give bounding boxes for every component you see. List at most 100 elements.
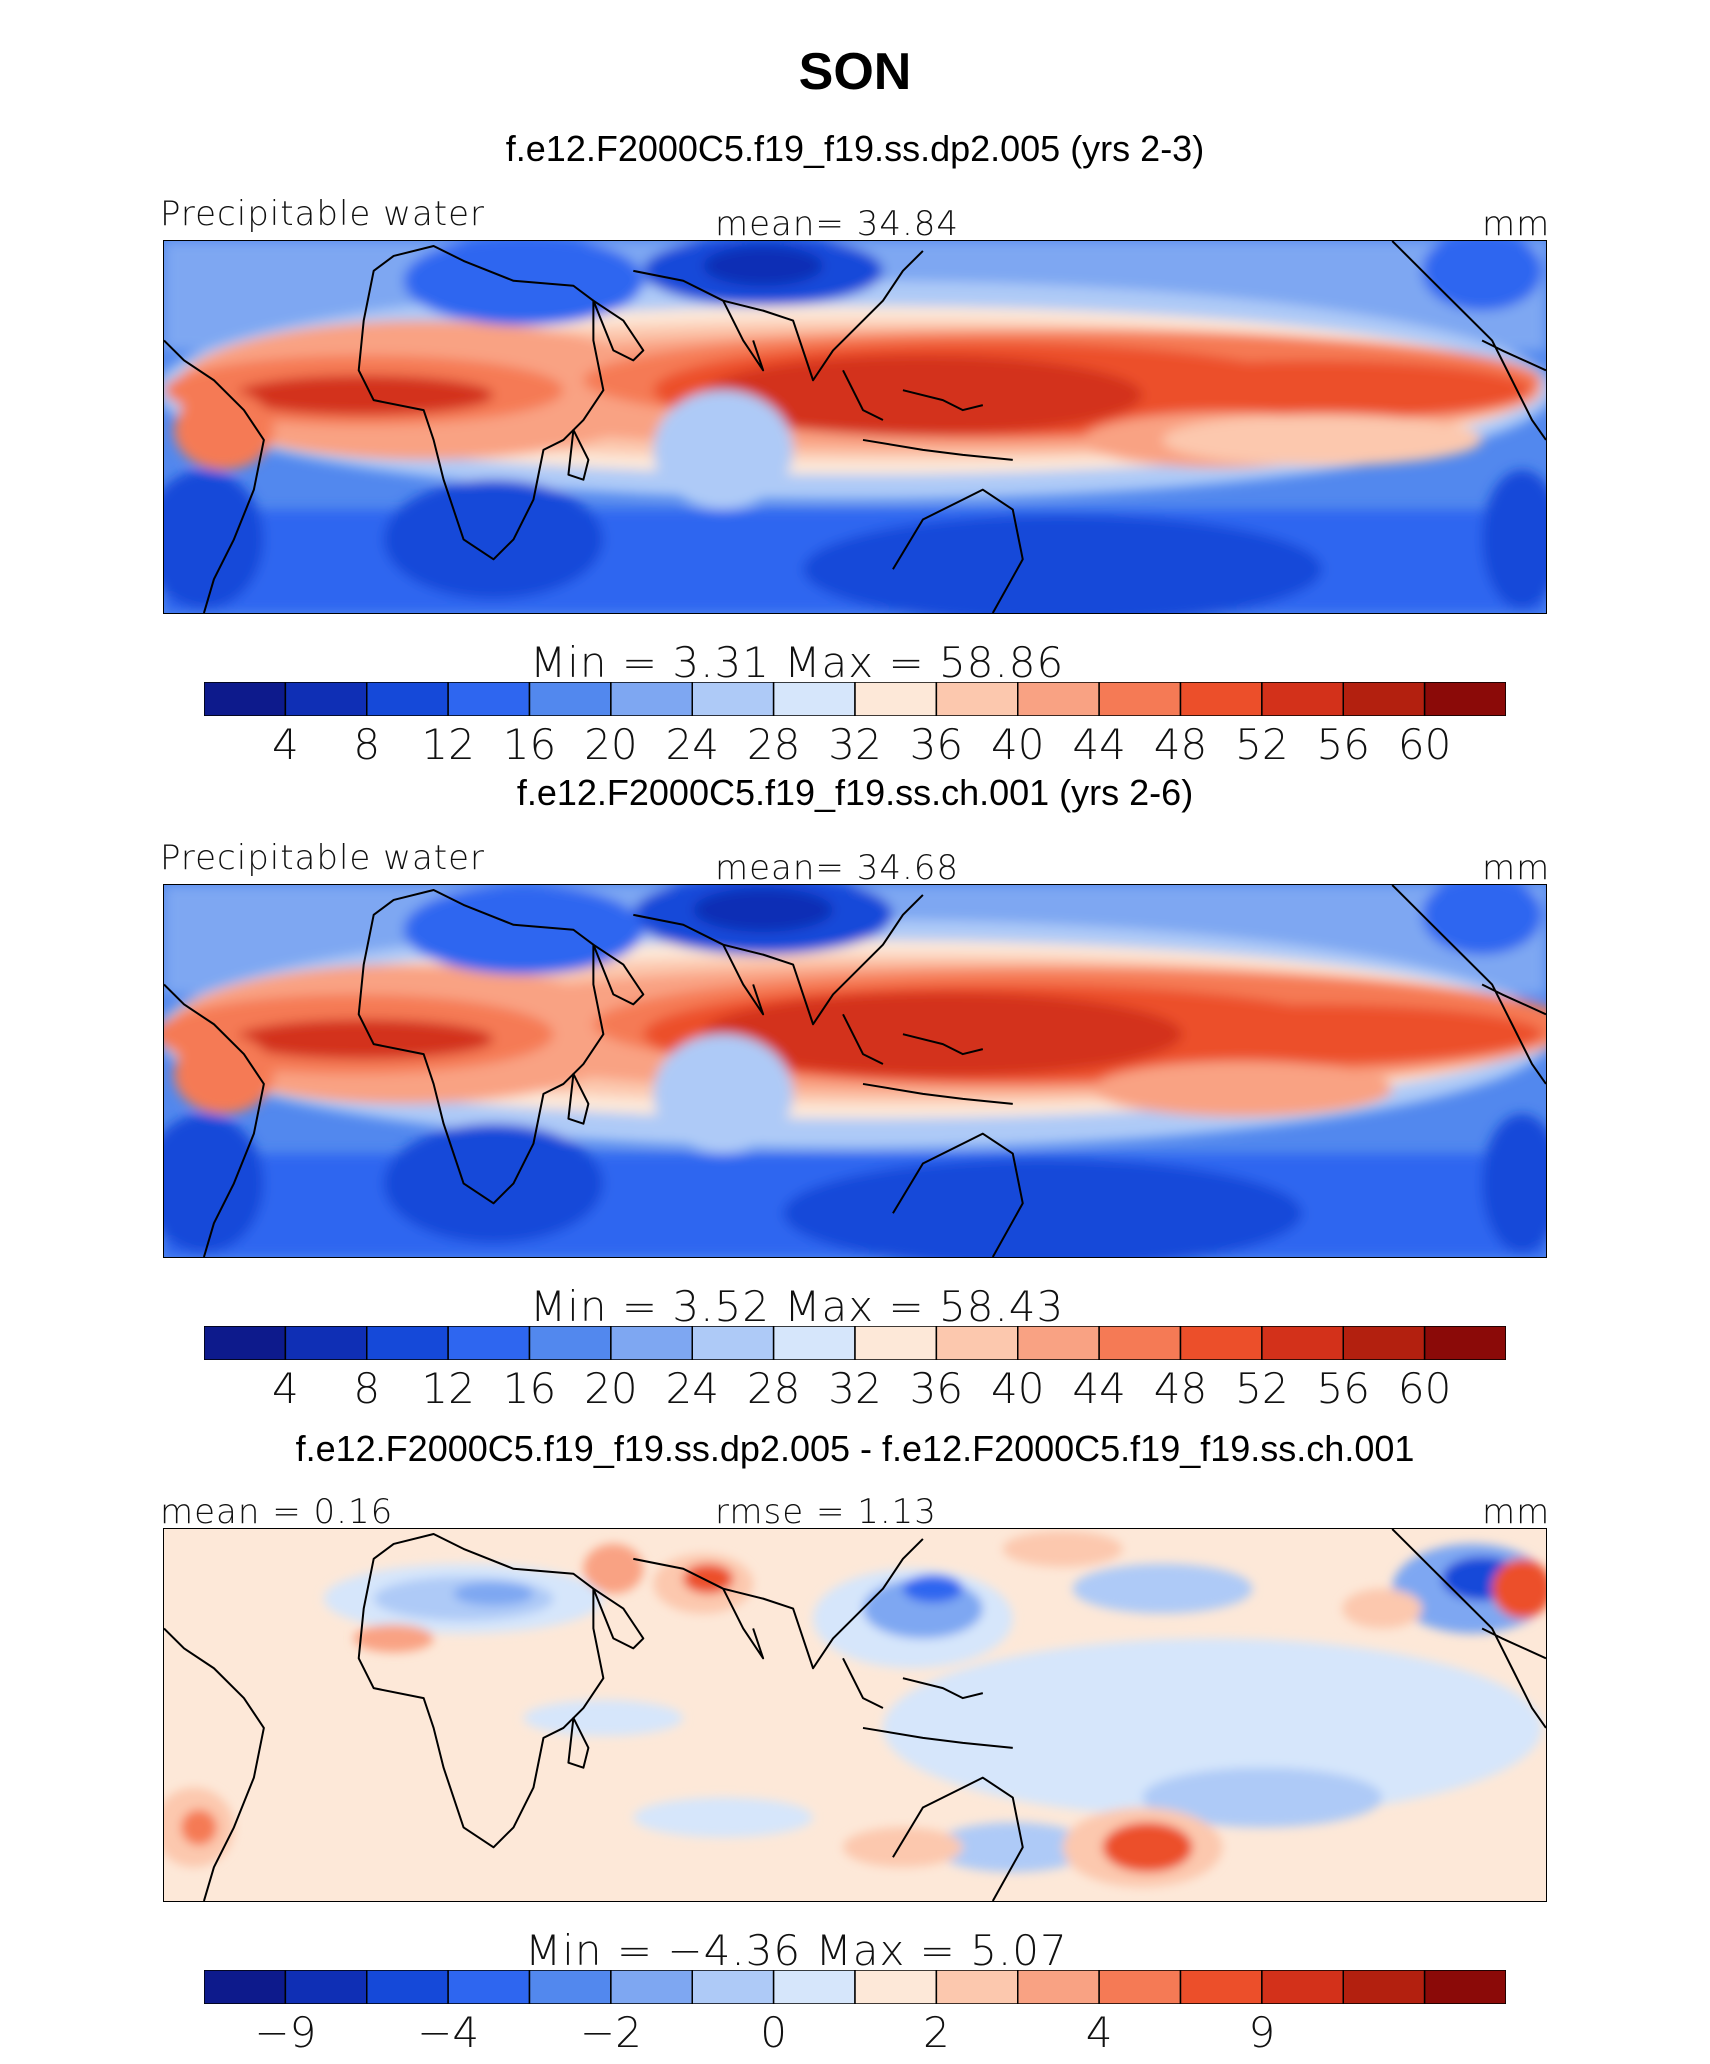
panel2-map xyxy=(163,884,1547,1258)
colorbar-box xyxy=(447,682,531,716)
colorbar-box xyxy=(447,1970,531,2004)
colorbar-box xyxy=(935,682,1019,716)
panel2-units-label: mm xyxy=(1482,848,1551,888)
colorbar-box xyxy=(1098,1970,1182,2004)
panel1-units-label: mm xyxy=(1482,204,1551,244)
colorbar-tick-label: 4 xyxy=(1085,2008,1113,2057)
colorbar-tick-label: 40 xyxy=(991,720,1045,769)
panel2-colorbar-ticks: 4 8 12 16 20 24 28 32 36 40 44 48 52 56 60 xyxy=(0,1364,1710,1424)
panel1-minmax: Min = 3.31 Max = 58.86 xyxy=(530,638,1065,687)
panel1-colorbar xyxy=(204,682,1506,716)
colorbar-box xyxy=(1342,1970,1426,2004)
colorbar-tick-label: 36 xyxy=(909,1364,964,1413)
colorbar-tick-label: 20 xyxy=(584,720,638,769)
colorbar-box xyxy=(204,1326,287,1360)
colorbar-tick-label: 16 xyxy=(502,720,557,769)
colorbar-box xyxy=(1098,682,1182,716)
colorbar-box xyxy=(366,1326,449,1360)
colorbar-tick-label: 36 xyxy=(909,720,964,769)
colorbar-box xyxy=(691,1970,775,2004)
colorbar-tick-label: 24 xyxy=(665,720,719,769)
colorbar-box xyxy=(284,1326,368,1360)
panel1-mean-label: mean= 34.84 xyxy=(715,204,960,244)
colorbar-tick-label: 32 xyxy=(828,1364,882,1413)
colorbar-box xyxy=(610,682,693,716)
colorbar-tick-label: 28 xyxy=(746,1364,801,1413)
colorbar-box xyxy=(772,1970,856,2004)
panel1-map xyxy=(163,240,1547,614)
panel2-colorbar xyxy=(204,1326,1506,1360)
panel3-colorbar xyxy=(204,1970,1506,2004)
colorbar-tick-label: −9 xyxy=(254,2008,317,2057)
colorbar-box xyxy=(772,1326,856,1360)
colorbar-tick-label: −4 xyxy=(417,2008,480,2057)
colorbar-box xyxy=(1423,1970,1506,2004)
colorbar-tick-label: 4 xyxy=(272,720,299,769)
colorbar-box xyxy=(854,1326,938,1360)
colorbar-tick-label: 20 xyxy=(584,1364,638,1413)
colorbar-box xyxy=(366,1970,449,2004)
colorbar-box xyxy=(1261,1326,1344,1360)
colorbar-tick-label: 56 xyxy=(1316,1364,1370,1413)
panel3-map xyxy=(163,1528,1547,1902)
colorbar-tick-label: 60 xyxy=(1397,720,1452,769)
colorbar-box xyxy=(1423,1326,1506,1360)
colorbar-tick-label: 44 xyxy=(1072,720,1126,769)
colorbar-box xyxy=(366,682,449,716)
colorbar-tick-label: 12 xyxy=(421,1364,475,1413)
panel2-variable-label: Precipitable water xyxy=(160,838,486,878)
panel3-units-label: mm xyxy=(1482,1492,1551,1532)
colorbar-tick-label: 9 xyxy=(1248,2008,1276,2057)
colorbar-box xyxy=(1017,682,1100,716)
colorbar-box xyxy=(691,682,775,716)
colorbar-box xyxy=(935,1970,1019,2004)
colorbar-tick-label: 32 xyxy=(828,720,882,769)
colorbar-tick-label: 56 xyxy=(1316,720,1370,769)
panel3-subtitle: f.e12.F2000C5.f19_f19.ss.dp2.005 - f.e12… xyxy=(295,1428,1415,1469)
colorbar-tick-label: 48 xyxy=(1153,1364,1208,1413)
colorbar-tick-label: 16 xyxy=(502,1364,557,1413)
colorbar-tick-label: 44 xyxy=(1072,1364,1126,1413)
colorbar-box xyxy=(284,1970,368,2004)
colorbar-box xyxy=(1423,682,1506,716)
colorbar-tick-label: 2 xyxy=(923,2008,950,2057)
panel1-variable-label: Precipitable water xyxy=(160,194,486,234)
colorbar-tick-label: −2 xyxy=(579,2008,642,2057)
colorbar-box xyxy=(1261,682,1344,716)
colorbar-tick-label: 0 xyxy=(760,2008,787,2057)
colorbar-box xyxy=(1179,1970,1263,2004)
colorbar-tick-label: 12 xyxy=(421,720,475,769)
panel2-mean-label: mean= 34.68 xyxy=(715,848,960,888)
colorbar-box xyxy=(528,1970,612,2004)
panel1-subtitle: f.e12.F2000C5.f19_f19.ss.dp2.005 (yrs 2-… xyxy=(505,128,1205,169)
panel2-subtitle: f.e12.F2000C5.f19_f19.ss.ch.001 (yrs 2-6… xyxy=(516,772,1194,813)
colorbar-tick-label: 8 xyxy=(353,720,381,769)
colorbar-box xyxy=(1179,682,1263,716)
colorbar-box xyxy=(1017,1970,1100,2004)
colorbar-box xyxy=(610,1970,693,2004)
main-title: SON xyxy=(798,43,912,101)
colorbar-box xyxy=(1342,1326,1426,1360)
colorbar-box xyxy=(610,1326,693,1360)
colorbar-box xyxy=(691,1326,775,1360)
panel3-minmax: Min = −4.36 Max = 5.07 xyxy=(525,1926,1068,1975)
colorbar-box xyxy=(204,1970,287,2004)
colorbar-tick-label: 60 xyxy=(1397,1364,1452,1413)
colorbar-box xyxy=(528,1326,612,1360)
colorbar-tick-label: 28 xyxy=(746,720,801,769)
colorbar-tick-label: 24 xyxy=(665,1364,719,1413)
colorbar-box xyxy=(204,682,287,716)
colorbar-box xyxy=(284,682,368,716)
colorbar-box xyxy=(935,1326,1019,1360)
colorbar-box xyxy=(854,1970,938,2004)
panel3-mean-label: mean = 0.16 xyxy=(160,1492,394,1532)
panel2-minmax: Min = 3.52 Max = 58.43 xyxy=(530,1282,1065,1331)
colorbar-tick-label: 52 xyxy=(1235,1364,1289,1413)
colorbar-tick-label: 8 xyxy=(353,1364,381,1413)
panel3-colorbar-ticks: −9 −4 −2 0 2 4 9 xyxy=(0,2008,1710,2064)
colorbar-box xyxy=(1261,1970,1344,2004)
panel3-rmse-label: rmse = 1.13 xyxy=(715,1492,937,1532)
panel1-colorbar-ticks: 4 8 12 16 20 24 28 32 36 40 44 48 52 56 60 xyxy=(0,720,1710,780)
colorbar-tick-label: 40 xyxy=(991,1364,1045,1413)
colorbar-tick-label: 52 xyxy=(1235,720,1289,769)
